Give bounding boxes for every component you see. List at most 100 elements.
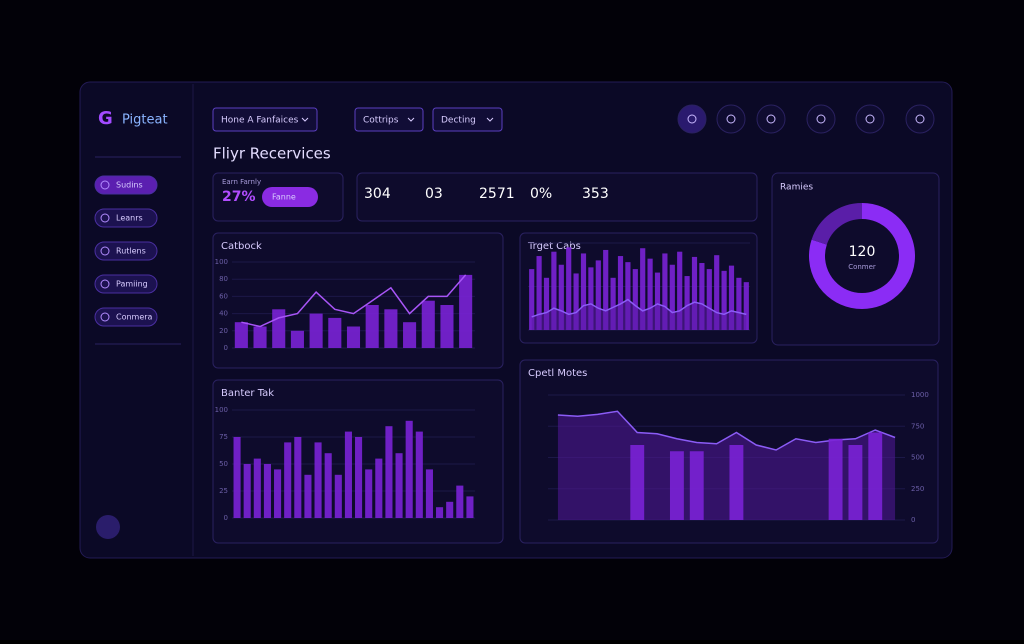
nav-icon (100, 279, 110, 289)
bar (868, 432, 883, 520)
bar (828, 438, 843, 520)
bar (625, 262, 631, 330)
nav-icon (100, 246, 110, 256)
donut-card (771, 172, 940, 346)
bar (344, 431, 352, 518)
y-tick-label: 25 (219, 487, 228, 495)
bar (617, 256, 624, 330)
line (241, 274, 467, 328)
icon-button[interactable] (677, 104, 707, 134)
nav-item[interactable] (94, 175, 158, 195)
bar (324, 453, 332, 518)
chevron (407, 117, 415, 122)
y-tick-label: 0 (224, 514, 228, 522)
chevron (301, 117, 309, 122)
icon-button[interactable] (806, 104, 836, 134)
bar (328, 317, 342, 348)
bar (385, 426, 393, 518)
bar (425, 469, 433, 518)
bar (691, 256, 698, 330)
bar (743, 282, 749, 330)
chart-title: Ramies (780, 183, 813, 193)
chart-title: Banter Tak (221, 388, 274, 399)
bar (588, 267, 594, 330)
bar (421, 300, 435, 348)
nav-item[interactable] (94, 274, 158, 294)
y-tick-label: 0 (911, 516, 915, 524)
menu-dropdown[interactable] (354, 107, 424, 132)
y-tick-label: 250 (911, 485, 924, 493)
bar (234, 322, 248, 348)
bar (415, 431, 423, 518)
icon-button[interactable] (855, 104, 885, 134)
donut-value: 120 (849, 244, 876, 260)
nav-item[interactable] (94, 208, 158, 228)
bar (630, 445, 645, 520)
icon (726, 114, 736, 124)
stat-value: 2571 (479, 186, 515, 202)
y-tick-label: 50 (219, 460, 228, 468)
nav-label: Conmera (116, 313, 153, 322)
summary-button-text: Fanne (272, 193, 296, 202)
icon-button[interactable] (756, 104, 786, 134)
nav-label: Leanrs (116, 214, 143, 223)
menu-label: Cottrips (363, 116, 399, 126)
menu-dropdown[interactable] (432, 107, 503, 132)
nav-icon (100, 213, 110, 223)
icon-button[interactable] (905, 104, 935, 134)
bar (233, 437, 241, 518)
stat-value: 03 (425, 186, 443, 202)
stat-value: 304 (364, 186, 391, 202)
bar (729, 445, 744, 520)
bar (536, 256, 542, 330)
bar (728, 265, 735, 330)
bar (290, 330, 304, 348)
bar (610, 277, 616, 330)
chart-title: Cpetl Motes (528, 368, 587, 379)
y-tick-label: 1000 (911, 391, 929, 399)
bar (632, 269, 638, 330)
bar (304, 474, 312, 518)
y-tick-label: 80 (219, 275, 228, 283)
y-tick-label: 500 (911, 454, 924, 462)
bar (456, 485, 464, 518)
app-name: Pigteat (122, 113, 168, 128)
bar (284, 442, 292, 518)
bar (603, 249, 609, 330)
bar (459, 274, 473, 348)
donut-segment (809, 203, 915, 309)
bar (294, 437, 302, 518)
bar (706, 269, 712, 330)
y-tick-label: 75 (219, 433, 228, 441)
bar (395, 453, 403, 518)
donut-segment (811, 203, 863, 245)
nav-item[interactable] (94, 307, 158, 327)
icon-button[interactable] (716, 104, 746, 134)
bar (640, 248, 646, 330)
nav-item[interactable] (94, 241, 158, 261)
nav-label: Pamiing (116, 280, 148, 289)
chevron (486, 117, 494, 122)
bar (334, 474, 342, 518)
summary-button[interactable] (262, 187, 318, 207)
bar (314, 442, 322, 518)
area-fill (531, 299, 747, 330)
y-tick-label: 100 (215, 406, 228, 414)
icon (687, 114, 697, 124)
bar (436, 507, 444, 518)
menu-label: Decting (441, 116, 476, 126)
nav-icon (100, 180, 110, 190)
menu-dropdown[interactable] (212, 107, 318, 132)
bar (558, 264, 564, 330)
bar (466, 496, 474, 518)
bar (669, 264, 675, 330)
bar (446, 501, 454, 518)
bar (243, 464, 251, 518)
collapse-button[interactable] (96, 515, 120, 539)
page-title: Fliyr Recervices (213, 145, 331, 163)
menu-label: Hone A Fanfaices (221, 116, 299, 126)
y-tick-label: 40 (219, 310, 228, 318)
bar (543, 277, 550, 330)
nav-label: Rutlens (116, 247, 146, 256)
